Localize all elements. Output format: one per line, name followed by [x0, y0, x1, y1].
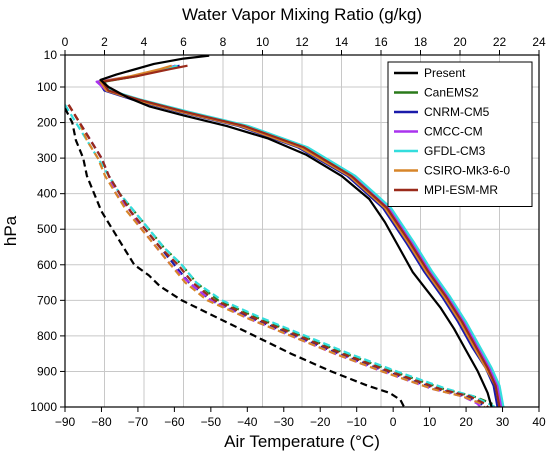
- y-tick-label: 900: [37, 364, 57, 378]
- y-tick-label: 300: [37, 151, 57, 165]
- legend-label-gfdl-cm3: GFDL-CM3: [424, 144, 486, 158]
- bottom-x-tick-label: 40: [532, 415, 546, 429]
- y-tick-label: 600: [37, 258, 57, 272]
- series-line-temperature-csiro-mk3-6-0: [67, 104, 486, 407]
- top-x-tick-label: 18: [414, 35, 428, 49]
- y-tick-label: 10: [44, 48, 58, 62]
- top-x-tick-label: 16: [374, 35, 388, 49]
- legend-label-canems2: CanEMS2: [424, 86, 479, 100]
- top-x-tick-label: 24: [532, 35, 546, 49]
- bottom-x-tick-label: −50: [201, 415, 222, 429]
- legend-box: [387, 61, 533, 207]
- top-x-tick-label: 10: [256, 35, 270, 49]
- y-tick-label: 700: [37, 293, 57, 307]
- bottom-x-tick-label: 30: [496, 415, 510, 429]
- tick-marks: [60, 50, 540, 412]
- y-tick-label: 400: [37, 187, 57, 201]
- bottom-x-tick-label: −20: [310, 415, 331, 429]
- top-x-tick-label: 2: [101, 35, 108, 49]
- top-x-tick-label: 8: [220, 35, 227, 49]
- y-tick-label: 500: [37, 222, 57, 236]
- legend-label-present: Present: [424, 66, 466, 80]
- legend: Present CanEMS2 CNRM-CM5 CMCC-CM GFDL-CM3 CSI…: [387, 61, 533, 207]
- bottom-x-tick-label: 10: [423, 415, 437, 429]
- legend-label-mpi-esm-mr: MPI-ESM-MR: [424, 183, 498, 197]
- bottom-x-tick-label: −30: [274, 415, 295, 429]
- y-tick-label: 800: [37, 329, 57, 343]
- top-x-tick-label: 0: [62, 35, 69, 49]
- top-x-tick-label: 22: [493, 35, 507, 49]
- bottom-x-tick-label: −90: [55, 415, 76, 429]
- legend-label-cmcc-cm: CMCC-CM: [424, 125, 483, 139]
- top-x-tick-label: 4: [141, 35, 148, 49]
- top-x-tick-label: 20: [453, 35, 467, 49]
- bottom-x-tick-labels: −90 −80 −70 −60 −50 −40 −30 −20 −10 0 10 20 30 40: [55, 415, 546, 429]
- bottom-x-tick-label: −80: [91, 415, 112, 429]
- top-x-tick-labels: 0 2 4 6 8 10 12 14 16 18 20 22 24: [62, 35, 546, 49]
- y-tick-labels: 10 100 200 300 400 500 600 700 800 900 1000: [30, 48, 57, 414]
- series-line-temperature-present: [65, 107, 406, 407]
- top-x-tick-label: 6: [180, 35, 187, 49]
- series-line-temperature-cnrm-cm5: [67, 104, 486, 407]
- top-x-axis-title: Water Vapor Mixing Ratio (g/kg): [182, 5, 422, 24]
- y-tick-label: 200: [37, 116, 57, 130]
- bottom-x-tick-label: 0: [390, 415, 397, 429]
- bottom-x-axis-title: Air Temperature (°C): [224, 432, 380, 451]
- bottom-x-tick-label: −70: [128, 415, 149, 429]
- bottom-x-tick-label: 20: [459, 415, 473, 429]
- series-line-temperature-gfdl-cm3: [65, 104, 496, 407]
- y-axis-title: hPa: [1, 215, 20, 246]
- legend-label-cnrm-cm5: CNRM-CM5: [424, 105, 490, 119]
- legend-label-csiro-mk3-6-0: CSIRO-Mk3-6-0: [424, 164, 510, 178]
- y-tick-label: 100: [37, 80, 57, 94]
- y-tick-label: 1000: [30, 400, 57, 414]
- bottom-x-tick-label: −10: [347, 415, 368, 429]
- top-x-tick-label: 14: [335, 35, 349, 49]
- series-layer: [65, 55, 505, 407]
- series-line-mixing-ratio-present: [99, 55, 493, 407]
- bottom-x-tick-label: −60: [164, 415, 185, 429]
- bottom-x-tick-label: −40: [237, 415, 258, 429]
- top-x-tick-label: 12: [295, 35, 309, 49]
